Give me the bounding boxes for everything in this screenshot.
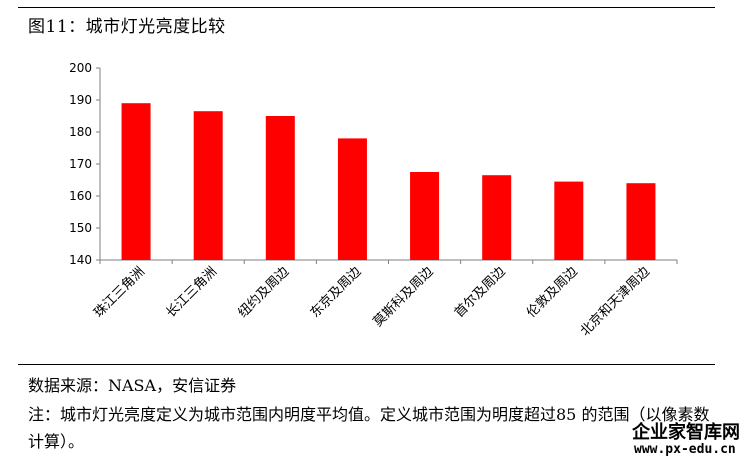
x-tick-label: 莫斯科及周边 [371, 264, 437, 330]
x-tick-label: 纽约及周边 [236, 264, 293, 321]
y-tick-label: 140 [69, 253, 92, 267]
bar [554, 181, 584, 260]
bar [193, 111, 223, 260]
y-tick-label: 150 [69, 221, 92, 235]
y-tick-label: 170 [69, 157, 92, 171]
watermark-url: www.px-edu.cn [634, 442, 736, 457]
bar [121, 103, 151, 260]
x-tick-label: 珠江三角洲 [91, 264, 148, 321]
bar [337, 138, 367, 260]
bar [410, 172, 440, 260]
footer-rule [18, 364, 715, 365]
bar [265, 116, 295, 260]
bar [626, 183, 656, 260]
y-tick-label: 190 [69, 93, 92, 107]
x-tick-label: 东京及周边 [308, 264, 365, 321]
y-tick-label: 180 [69, 125, 92, 139]
y-tick-label: 160 [69, 189, 92, 203]
y-tick-label: 200 [69, 61, 92, 75]
figure-title: 图11：城市灯光亮度比较 [28, 17, 226, 37]
x-tick-label: 长江三角洲 [163, 264, 220, 321]
x-tick-label: 首尔及周边 [452, 264, 509, 321]
note-text: 注：城市灯光亮度定义为城市范围内明度平均值。定义城市范围为明度超过85 的范围（… [28, 405, 710, 451]
watermark-name: 企业家智库网 [632, 422, 740, 443]
source-text: 数据来源：NASA，安信证券 [28, 376, 237, 395]
top-rule [18, 7, 715, 8]
bar [482, 175, 512, 260]
bar-chart: 140 150 160 170 180 190 200 珠江三角洲 长江三角洲 纽约及周边 东京及周… [69, 61, 678, 339]
bars [121, 103, 656, 260]
axes [96, 67, 678, 264]
x-tick-label: 伦敦及周边 [523, 264, 580, 321]
x-tick-label: 北京和天津周边 [578, 264, 653, 339]
